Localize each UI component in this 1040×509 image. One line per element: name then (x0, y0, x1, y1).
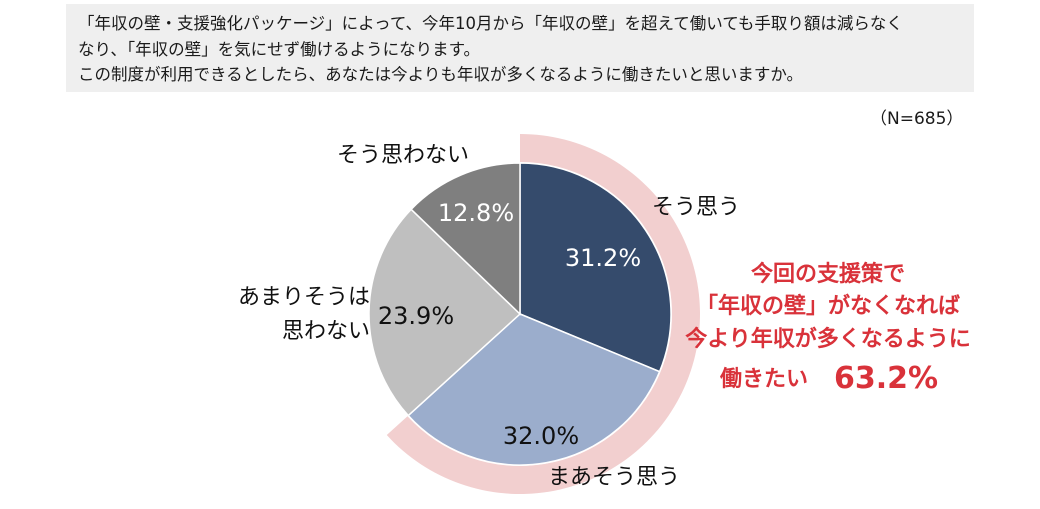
label-maa-so-omou: まあそう思う (548, 465, 680, 490)
pct-so-omou: 31.2% (565, 244, 641, 272)
pie-slice-2 (407, 313, 661, 466)
pie-slice-1 (519, 162, 672, 373)
question-line-3: この制度が利用できるとしたら、あなたは今よりも年収が多くなるように働きたいと思い… (78, 65, 804, 84)
question-line-1: 「年収の壁・支援強化パッケージ」によって、今年10月から「年収の壁」を超えて働い… (78, 14, 903, 33)
pie-slice-3 (368, 208, 522, 417)
pie-slices (368, 162, 672, 466)
label-amari-line2: 思わない (282, 319, 370, 344)
sample-size-label: （N=685） (870, 109, 964, 129)
callout-line-3: 今より年収が多くなるように (685, 326, 971, 352)
pie-slice-4 (410, 162, 521, 316)
highlight-ring (386, 134, 700, 494)
callout-line-1: 今回の支援策で (751, 261, 905, 287)
label-amari-line1: あまりそうは (238, 285, 370, 310)
question-box: 「年収の壁・支援強化パッケージ」によって、今年10月から「年収の壁」を超えて働い… (66, 4, 974, 92)
callout-line-2: 「年収の壁」がなくなれば (696, 293, 960, 319)
question-line-2: なり、「年収の壁」を気にせず働けるようになります。 (78, 39, 480, 59)
pct-so-omowanai: 12.8% (438, 199, 514, 227)
pct-amari: 23.9% (378, 302, 454, 330)
label-so-omou: そう思う (652, 195, 740, 220)
callout-total: 63.2% (834, 361, 938, 396)
callout-line-4: 働きたい (719, 366, 808, 392)
pct-maa-so-omou: 32.0% (503, 422, 579, 450)
label-so-omowanai: そう思わない (337, 143, 469, 168)
